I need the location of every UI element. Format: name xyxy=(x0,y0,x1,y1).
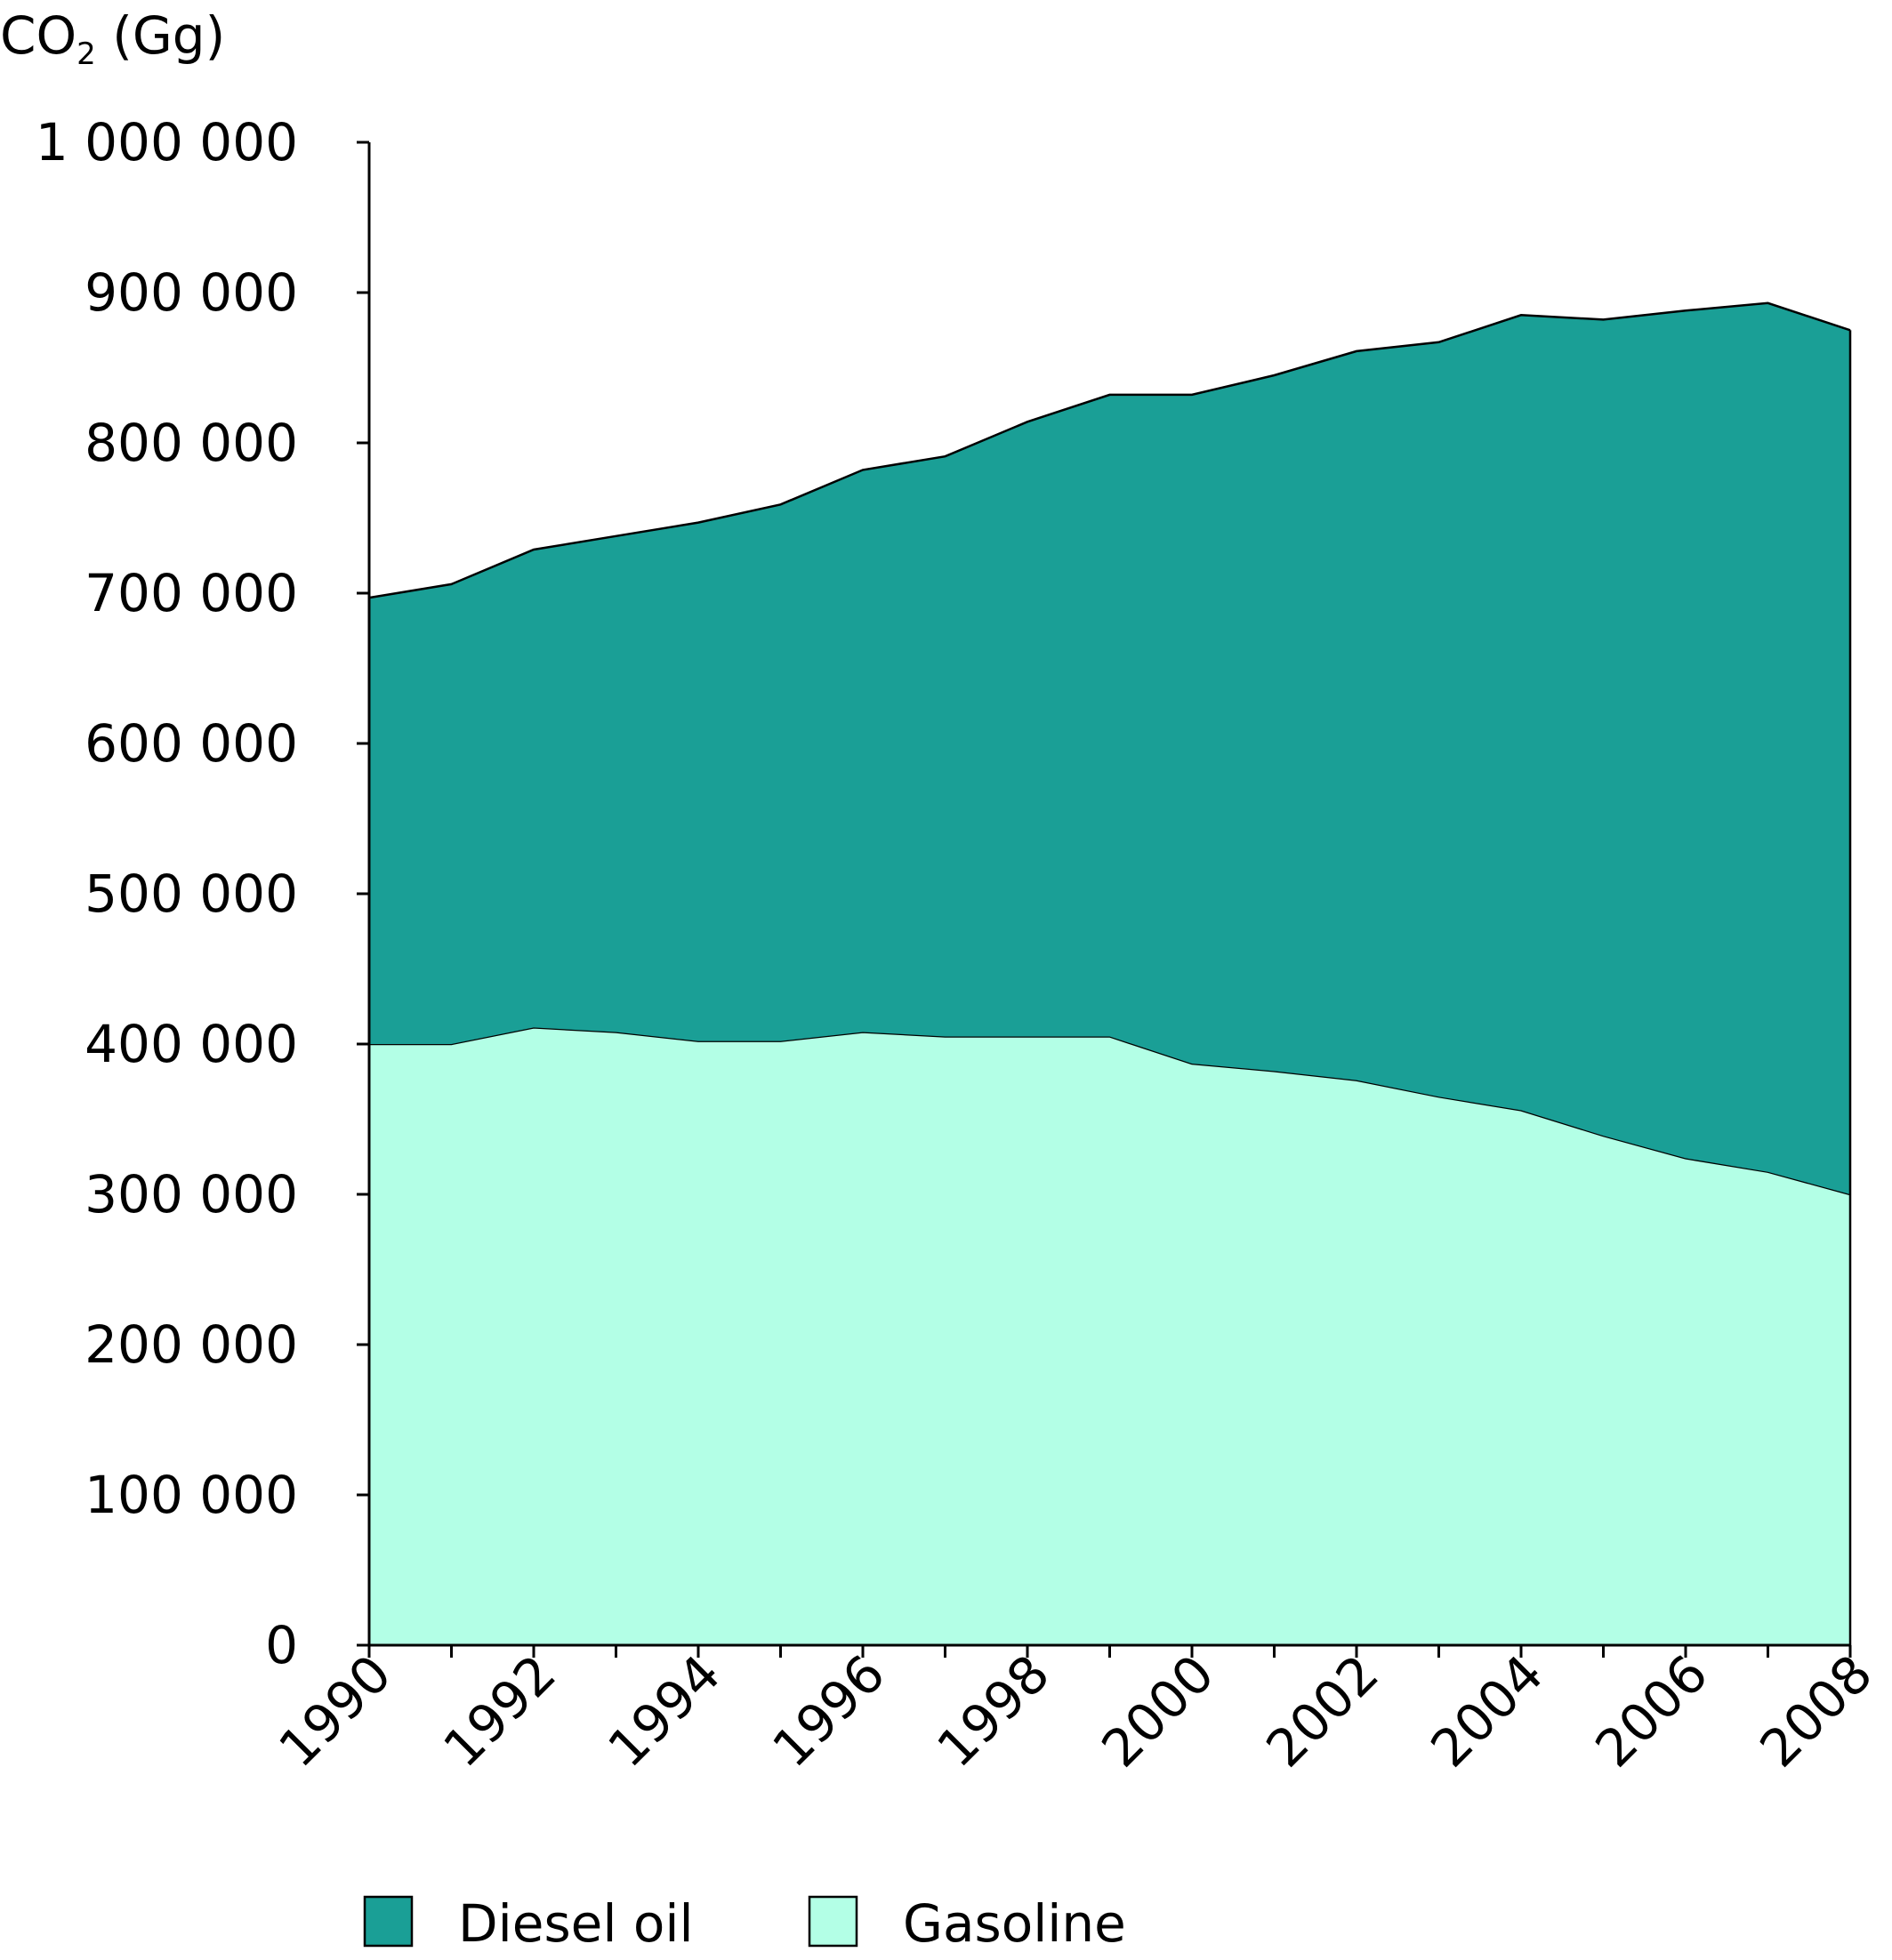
chart-areas xyxy=(368,301,1852,1645)
series-line-diesel-oil xyxy=(368,301,1851,599)
legend-label-diesel-oil: Diesel oil xyxy=(458,1893,694,1954)
y-tick-label: 200 000 xyxy=(85,1314,298,1375)
x-tick-label: 2004 xyxy=(1419,1643,1554,1779)
x-tick-label: 1998 xyxy=(925,1643,1060,1779)
y-tick-label: 100 000 xyxy=(85,1465,298,1525)
area-gasoline xyxy=(369,1027,1850,1645)
x-tick-label: 2006 xyxy=(1583,1643,1719,1779)
x-tick-label: 1992 xyxy=(431,1643,567,1779)
legend-label-gasoline: Gasoline xyxy=(903,1893,1126,1954)
x-tick-label: 1996 xyxy=(761,1643,896,1779)
y-tick-label: 800 000 xyxy=(85,413,298,473)
y-tick-label: 600 000 xyxy=(85,713,298,774)
y-axis-title: CO2 (Gg) xyxy=(0,5,225,72)
x-tick-label: 2000 xyxy=(1090,1643,1225,1779)
x-tick-label: 1994 xyxy=(596,1643,731,1779)
y-tick-label: 700 000 xyxy=(85,563,298,623)
y-tick-label: 1 000 000 xyxy=(36,112,298,173)
area-diesel-oil xyxy=(369,302,1850,1194)
x-tick-label: 2002 xyxy=(1254,1643,1389,1779)
x-tick-label: 2008 xyxy=(1748,1643,1883,1779)
legend-swatch-diesel-oil xyxy=(363,1895,414,1948)
y-tick-label: 300 000 xyxy=(85,1164,298,1225)
chart-legend: Diesel oil Gasoline xyxy=(363,1893,1126,1954)
y-tick-label: 500 000 xyxy=(85,864,298,924)
y-tick-label: 400 000 xyxy=(85,1014,298,1074)
legend-swatch-gasoline xyxy=(808,1895,858,1948)
y-tick-label: 900 000 xyxy=(85,262,298,323)
y-tick-label: 0 xyxy=(265,1615,298,1675)
